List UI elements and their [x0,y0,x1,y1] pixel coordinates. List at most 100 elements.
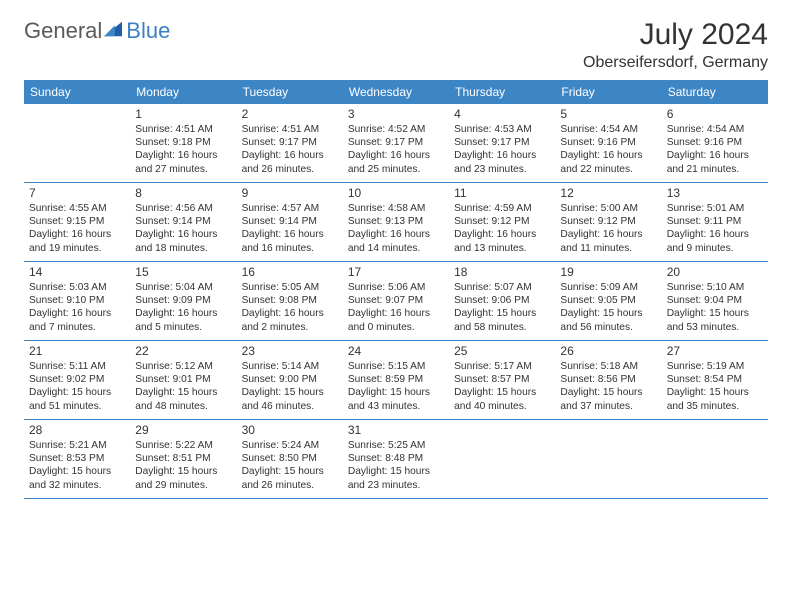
day-number: 4 [454,107,550,122]
brand-logo: General Blue [24,18,170,44]
sunrise-line: Sunrise: 5:21 AM [29,439,125,452]
day-number: 5 [560,107,656,122]
sunrise-line: Sunrise: 4:53 AM [454,123,550,136]
day-number: 22 [135,344,231,359]
day-number: 20 [667,265,763,280]
daylight-line: Daylight: 15 hours and 53 minutes. [667,307,763,333]
day-number: 1 [135,107,231,122]
weekday-header: Thursday [449,80,555,104]
weekday-header-row: SundayMondayTuesdayWednesdayThursdayFrid… [24,80,768,104]
sunset-line: Sunset: 8:57 PM [454,373,550,386]
sunrise-line: Sunrise: 5:06 AM [348,281,444,294]
sunset-line: Sunset: 9:14 PM [135,215,231,228]
sunset-line: Sunset: 9:10 PM [29,294,125,307]
day-number: 21 [29,344,125,359]
calendar-grid: SundayMondayTuesdayWednesdayThursdayFrid… [24,80,768,499]
daylight-line: Daylight: 16 hours and 26 minutes. [242,149,338,175]
calendar-day-cell: 22Sunrise: 5:12 AMSunset: 9:01 PMDayligh… [130,341,236,419]
weekday-header: Tuesday [237,80,343,104]
sunset-line: Sunset: 9:11 PM [667,215,763,228]
day-number: 29 [135,423,231,438]
calendar-day-cell: 29Sunrise: 5:22 AMSunset: 8:51 PMDayligh… [130,420,236,498]
daylight-line: Daylight: 16 hours and 14 minutes. [348,228,444,254]
calendar-day-cell: 13Sunrise: 5:01 AMSunset: 9:11 PMDayligh… [662,183,768,261]
sunset-line: Sunset: 8:53 PM [29,452,125,465]
calendar-body: 1Sunrise: 4:51 AMSunset: 9:18 PMDaylight… [24,104,768,499]
daylight-line: Daylight: 15 hours and 26 minutes. [242,465,338,491]
calendar-empty-cell [24,104,130,182]
calendar-day-cell: 8Sunrise: 4:56 AMSunset: 9:14 PMDaylight… [130,183,236,261]
sunset-line: Sunset: 9:08 PM [242,294,338,307]
sunset-line: Sunset: 9:17 PM [348,136,444,149]
daylight-line: Daylight: 16 hours and 2 minutes. [242,307,338,333]
day-number: 11 [454,186,550,201]
calendar-day-cell: 10Sunrise: 4:58 AMSunset: 9:13 PMDayligh… [343,183,449,261]
day-number: 25 [454,344,550,359]
calendar-day-cell: 16Sunrise: 5:05 AMSunset: 9:08 PMDayligh… [237,262,343,340]
daylight-line: Daylight: 15 hours and 29 minutes. [135,465,231,491]
sunset-line: Sunset: 9:01 PM [135,373,231,386]
calendar-day-cell: 26Sunrise: 5:18 AMSunset: 8:56 PMDayligh… [555,341,661,419]
calendar-day-cell: 19Sunrise: 5:09 AMSunset: 9:05 PMDayligh… [555,262,661,340]
sunrise-line: Sunrise: 4:57 AM [242,202,338,215]
calendar-week-row: 14Sunrise: 5:03 AMSunset: 9:10 PMDayligh… [24,262,768,341]
daylight-line: Daylight: 16 hours and 27 minutes. [135,149,231,175]
sunrise-line: Sunrise: 4:58 AM [348,202,444,215]
daylight-line: Daylight: 16 hours and 23 minutes. [454,149,550,175]
sunrise-line: Sunrise: 5:07 AM [454,281,550,294]
daylight-line: Daylight: 15 hours and 32 minutes. [29,465,125,491]
day-number: 2 [242,107,338,122]
title-block: July 2024 Oberseifersdorf, Germany [583,18,768,72]
day-number: 24 [348,344,444,359]
calendar-week-row: 7Sunrise: 4:55 AMSunset: 9:15 PMDaylight… [24,183,768,262]
sunset-line: Sunset: 9:12 PM [560,215,656,228]
location-name: Oberseifersdorf, Germany [583,54,768,72]
day-number: 9 [242,186,338,201]
weekday-header: Saturday [662,80,768,104]
sunrise-line: Sunrise: 4:56 AM [135,202,231,215]
daylight-line: Daylight: 16 hours and 5 minutes. [135,307,231,333]
calendar-empty-cell [449,420,555,498]
sunset-line: Sunset: 9:17 PM [242,136,338,149]
sunrise-line: Sunrise: 4:51 AM [135,123,231,136]
daylight-line: Daylight: 15 hours and 37 minutes. [560,386,656,412]
day-number: 23 [242,344,338,359]
calendar-day-cell: 1Sunrise: 4:51 AMSunset: 9:18 PMDaylight… [130,104,236,182]
day-number: 13 [667,186,763,201]
day-number: 3 [348,107,444,122]
daylight-line: Daylight: 16 hours and 13 minutes. [454,228,550,254]
sunset-line: Sunset: 9:04 PM [667,294,763,307]
sunrise-line: Sunrise: 5:12 AM [135,360,231,373]
calendar-week-row: 21Sunrise: 5:11 AMSunset: 9:02 PMDayligh… [24,341,768,420]
calendar-day-cell: 7Sunrise: 4:55 AMSunset: 9:15 PMDaylight… [24,183,130,261]
brand-word-general: General [24,18,102,44]
daylight-line: Daylight: 15 hours and 35 minutes. [667,386,763,412]
sunset-line: Sunset: 9:15 PM [29,215,125,228]
sunrise-line: Sunrise: 5:18 AM [560,360,656,373]
day-number: 30 [242,423,338,438]
daylight-line: Daylight: 15 hours and 58 minutes. [454,307,550,333]
day-number: 12 [560,186,656,201]
sunset-line: Sunset: 8:51 PM [135,452,231,465]
sunset-line: Sunset: 9:00 PM [242,373,338,386]
calendar-day-cell: 17Sunrise: 5:06 AMSunset: 9:07 PMDayligh… [343,262,449,340]
sunrise-line: Sunrise: 5:25 AM [348,439,444,452]
sunrise-line: Sunrise: 5:15 AM [348,360,444,373]
sunset-line: Sunset: 9:14 PM [242,215,338,228]
sunset-line: Sunset: 9:07 PM [348,294,444,307]
calendar-day-cell: 31Sunrise: 5:25 AMSunset: 8:48 PMDayligh… [343,420,449,498]
daylight-line: Daylight: 15 hours and 56 minutes. [560,307,656,333]
calendar-day-cell: 12Sunrise: 5:00 AMSunset: 9:12 PMDayligh… [555,183,661,261]
sunrise-line: Sunrise: 4:59 AM [454,202,550,215]
calendar-day-cell: 4Sunrise: 4:53 AMSunset: 9:17 PMDaylight… [449,104,555,182]
sunrise-line: Sunrise: 5:11 AM [29,360,125,373]
day-number: 10 [348,186,444,201]
sunrise-line: Sunrise: 4:54 AM [560,123,656,136]
sunrise-line: Sunrise: 4:52 AM [348,123,444,136]
sunset-line: Sunset: 9:09 PM [135,294,231,307]
day-number: 15 [135,265,231,280]
calendar-day-cell: 9Sunrise: 4:57 AMSunset: 9:14 PMDaylight… [237,183,343,261]
sunset-line: Sunset: 9:05 PM [560,294,656,307]
daylight-line: Daylight: 15 hours and 40 minutes. [454,386,550,412]
daylight-line: Daylight: 15 hours and 43 minutes. [348,386,444,412]
